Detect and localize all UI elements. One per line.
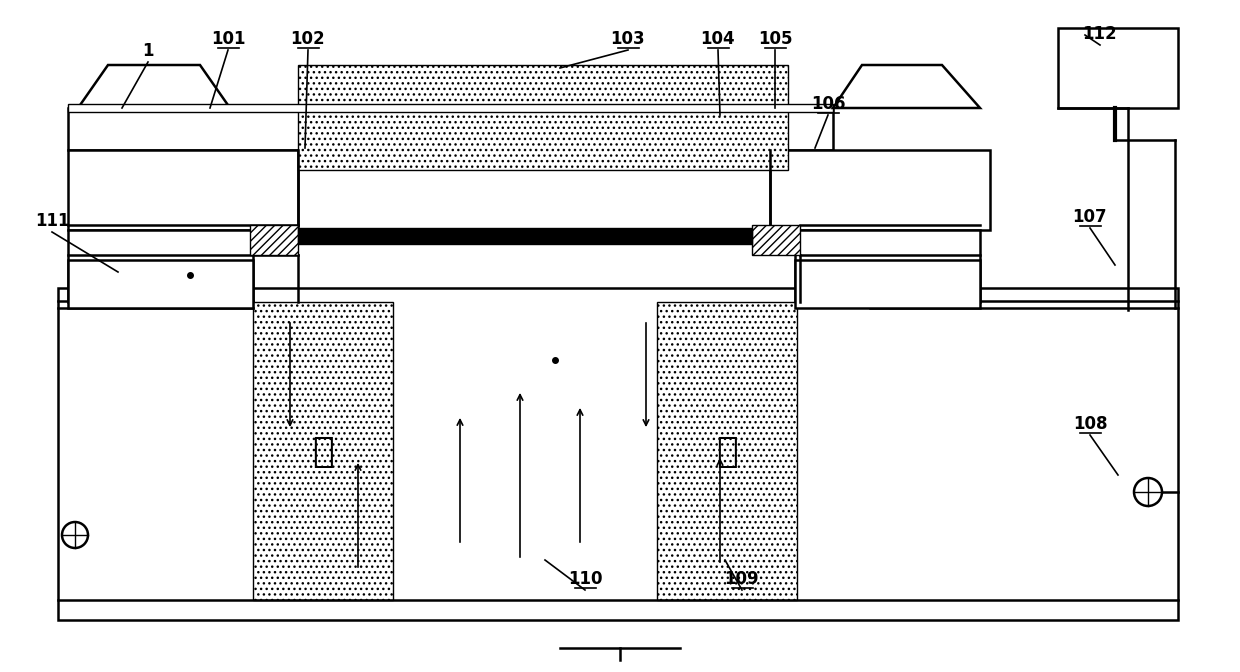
- Bar: [657, 302, 797, 600]
- Text: 102: 102: [290, 30, 325, 48]
- Text: 110: 110: [568, 570, 603, 588]
- Bar: [795, 260, 980, 308]
- Text: 103: 103: [610, 30, 645, 48]
- Text: 101: 101: [211, 30, 246, 48]
- Text: 109: 109: [724, 570, 759, 588]
- Text: 108: 108: [1073, 415, 1107, 433]
- Bar: [68, 150, 298, 230]
- Bar: [795, 230, 980, 302]
- Text: 水: 水: [312, 435, 334, 469]
- Text: 1: 1: [143, 42, 154, 60]
- Text: 107: 107: [1073, 208, 1107, 226]
- Bar: [770, 150, 990, 230]
- Bar: [253, 302, 393, 600]
- Polygon shape: [78, 65, 229, 108]
- Polygon shape: [833, 65, 980, 108]
- Bar: [298, 228, 751, 244]
- Bar: [68, 230, 253, 302]
- Bar: [68, 108, 833, 150]
- Text: 106: 106: [811, 95, 846, 113]
- Text: 111: 111: [35, 212, 69, 230]
- Bar: [58, 288, 1178, 620]
- Bar: [1058, 28, 1178, 108]
- Bar: [250, 225, 298, 255]
- Bar: [68, 104, 833, 112]
- Text: 104: 104: [701, 30, 735, 48]
- Text: 水: 水: [717, 435, 738, 469]
- Bar: [298, 65, 787, 170]
- Text: 105: 105: [758, 30, 792, 48]
- Text: 112: 112: [1083, 25, 1117, 43]
- Bar: [751, 225, 800, 255]
- Bar: [68, 260, 253, 308]
